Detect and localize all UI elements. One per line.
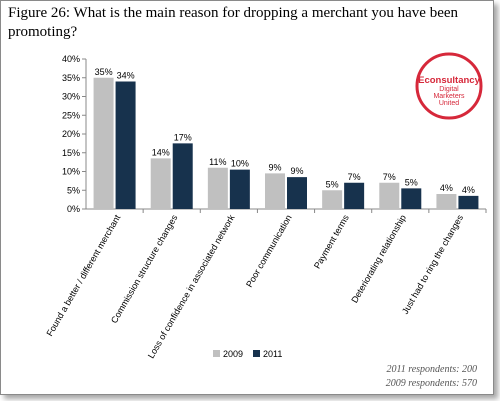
bar-2009 [207, 167, 228, 209]
y-tick-label: 5% [67, 185, 80, 195]
logo-tagline-3: United [439, 100, 459, 107]
data-label-2011: 9% [290, 166, 303, 176]
bar-2011 [287, 177, 307, 209]
legend-swatch-2009 [213, 350, 220, 357]
data-label-2009: 14% [152, 147, 170, 157]
y-tick-label: 40% [62, 54, 80, 64]
bar-2009 [322, 190, 343, 209]
data-label-2011: 34% [117, 71, 135, 81]
bar-2011 [401, 188, 422, 209]
bar-2011 [344, 182, 365, 209]
figure-title: Figure 26: What is the main reason for d… [8, 5, 459, 40]
data-label-2011: 7% [348, 172, 361, 182]
bar-2009 [150, 158, 171, 209]
category-label: Commission structure changes [109, 213, 180, 325]
bar-2011 [172, 143, 193, 209]
bar-2009 [379, 182, 400, 209]
y-tick-label: 15% [62, 148, 80, 158]
footnote-2011-respondents: 2011 respondents: 200 [386, 364, 477, 375]
logo-name: Econsultancy [418, 75, 480, 86]
y-tick-label: 0% [67, 204, 80, 214]
bar-2009 [436, 194, 457, 209]
econsultancy-logo: Econsultancy Digital Marketers United [415, 52, 483, 120]
category-label: Deteriorating relationship [349, 213, 408, 305]
legend-label-2011: 2011 [263, 349, 282, 359]
data-label-2011: 17% [174, 132, 192, 142]
data-label-2009: 5% [326, 179, 339, 189]
data-label-2011: 4% [462, 185, 475, 195]
bar-chart: 0%5%10%15%20%25%30%35%40%35% 34%Found a b… [44, 54, 487, 360]
category-label: Just had to ring the changes [400, 213, 465, 316]
data-label-2009: 11% [209, 157, 226, 167]
y-tick-label: 35% [62, 73, 80, 83]
legend-swatch-2011 [253, 350, 260, 357]
data-label-2009: 9% [268, 162, 281, 172]
data-label-2009: 4% [440, 183, 453, 193]
y-tick-label: 20% [62, 129, 80, 139]
bar-2009 [265, 173, 285, 209]
logo-tagline-2: Marketers [433, 93, 465, 100]
y-tick-label: 25% [62, 110, 80, 120]
bar-2009 [93, 77, 114, 209]
data-label-2009: 35% [95, 67, 113, 77]
legend-label-2009: 2009 [223, 349, 243, 359]
bar-2011 [115, 81, 136, 209]
data-label-2009: 7% [383, 172, 396, 182]
data-label-2011: 5% [405, 177, 418, 187]
y-tick-label: 10% [62, 167, 80, 177]
category-label: Payment terms [312, 213, 351, 271]
category-label: Poor communication [244, 213, 294, 289]
data-label-2011: 10% [231, 159, 249, 169]
bar-2011 [458, 195, 479, 209]
bar-2011 [229, 169, 250, 209]
logo-tagline-1: Digital [439, 86, 459, 93]
figure-frame: Figure 26: What is the main reason for d… [0, 0, 494, 395]
y-tick-label: 30% [62, 92, 80, 102]
footnote-2009-respondents: 2009 respondents: 570 [385, 378, 477, 389]
